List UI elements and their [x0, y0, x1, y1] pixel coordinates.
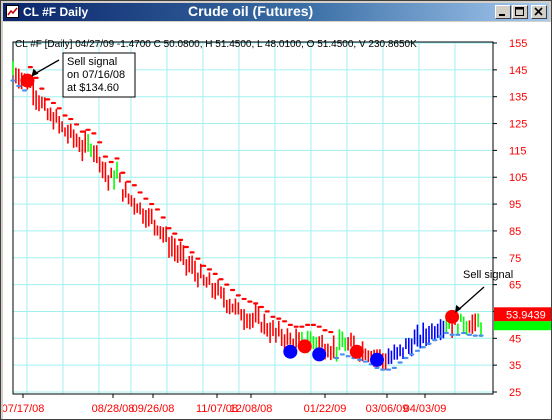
chart-grid [12, 41, 494, 395]
price-tick-label: 25 [509, 387, 521, 399]
chart-title: Crude oil (Futures) [188, 3, 314, 19]
date-tick-label: 12/08/08 [230, 403, 273, 415]
sell-signal-callout-box [62, 52, 136, 98]
arrow-head-icon [455, 304, 462, 313]
maximize-button[interactable] [512, 5, 528, 19]
current-price-box [494, 307, 551, 322]
chart-info-line: CL #F [Daily] 04/27/09 -1.4700 C 50.0800… [15, 39, 417, 50]
sell-signal-marker[interactable] [349, 344, 364, 359]
price-tick-label: 135 [509, 92, 527, 104]
date-tick-label: 07/17/08 [3, 403, 44, 415]
price-axis: 155145135125115105958575655545352553.943… [493, 38, 551, 399]
chart-area[interactable]: Sell signal on 07/16/08 at $134.60 Sell sig… [3, 22, 551, 419]
sell-signal-marker[interactable] [445, 309, 460, 324]
price-tick-label: 105 [509, 172, 527, 184]
buy-signal-marker[interactable] [312, 347, 327, 362]
callout-text: at $134.60 [67, 82, 119, 94]
sell-signal-marker[interactable] [20, 73, 35, 88]
minimize-icon [499, 14, 505, 16]
price-tick-label: 95 [509, 199, 521, 211]
stop-dots [10, 66, 484, 371]
date-tick-label: 04/03/09 [404, 403, 447, 415]
arrow-head-icon [31, 68, 39, 77]
indicator-price-box [494, 321, 551, 331]
callout-arrow [33, 59, 60, 76]
title-bar[interactable]: CL #F Daily Crude oil (Futures) [3, 3, 549, 21]
callout-arrow [456, 286, 485, 312]
date-tick-label: 01/22/09 [304, 403, 347, 415]
price-tick-label: 125 [509, 119, 527, 131]
indicator-price-label: 49.5 [509, 322, 525, 331]
sell-signal-label: Sell signal [463, 269, 513, 281]
date-tick-label: 11/07/08 [196, 403, 238, 415]
price-tick-label: 115 [509, 145, 527, 157]
callout-text: Sell signal [67, 56, 117, 68]
plot-border [12, 41, 494, 395]
signal-markers [20, 73, 460, 367]
callout-text: on 07/16/08 [67, 69, 125, 81]
minimize-button[interactable] [495, 5, 511, 19]
window-title: CL #F Daily [23, 5, 89, 19]
price-tick-label: 65 [509, 280, 521, 292]
price-tick-label: 75 [509, 253, 521, 265]
buy-signal-marker[interactable] [370, 352, 384, 367]
close-button[interactable] [531, 5, 547, 19]
close-icon [534, 7, 543, 16]
price-tick-label: 145 [509, 65, 527, 77]
price-tick-label: 45 [509, 333, 521, 345]
price-tick-label: 85 [509, 226, 521, 238]
price-tick-label: 35 [509, 360, 521, 372]
date-tick-label: 03/06/09 [366, 403, 409, 415]
date-tick-label: 09/26/08 [132, 403, 175, 415]
maximize-icon [515, 7, 524, 16]
current-price-label: 53.9439 [506, 309, 546, 321]
price-tick-label: 155 [509, 38, 527, 50]
price-bars [12, 61, 482, 370]
chart-app-icon [6, 5, 19, 18]
date-tick-label: 08/28/08 [92, 403, 135, 415]
buy-signal-marker[interactable] [283, 344, 298, 359]
sell-signal-marker[interactable] [297, 339, 312, 354]
